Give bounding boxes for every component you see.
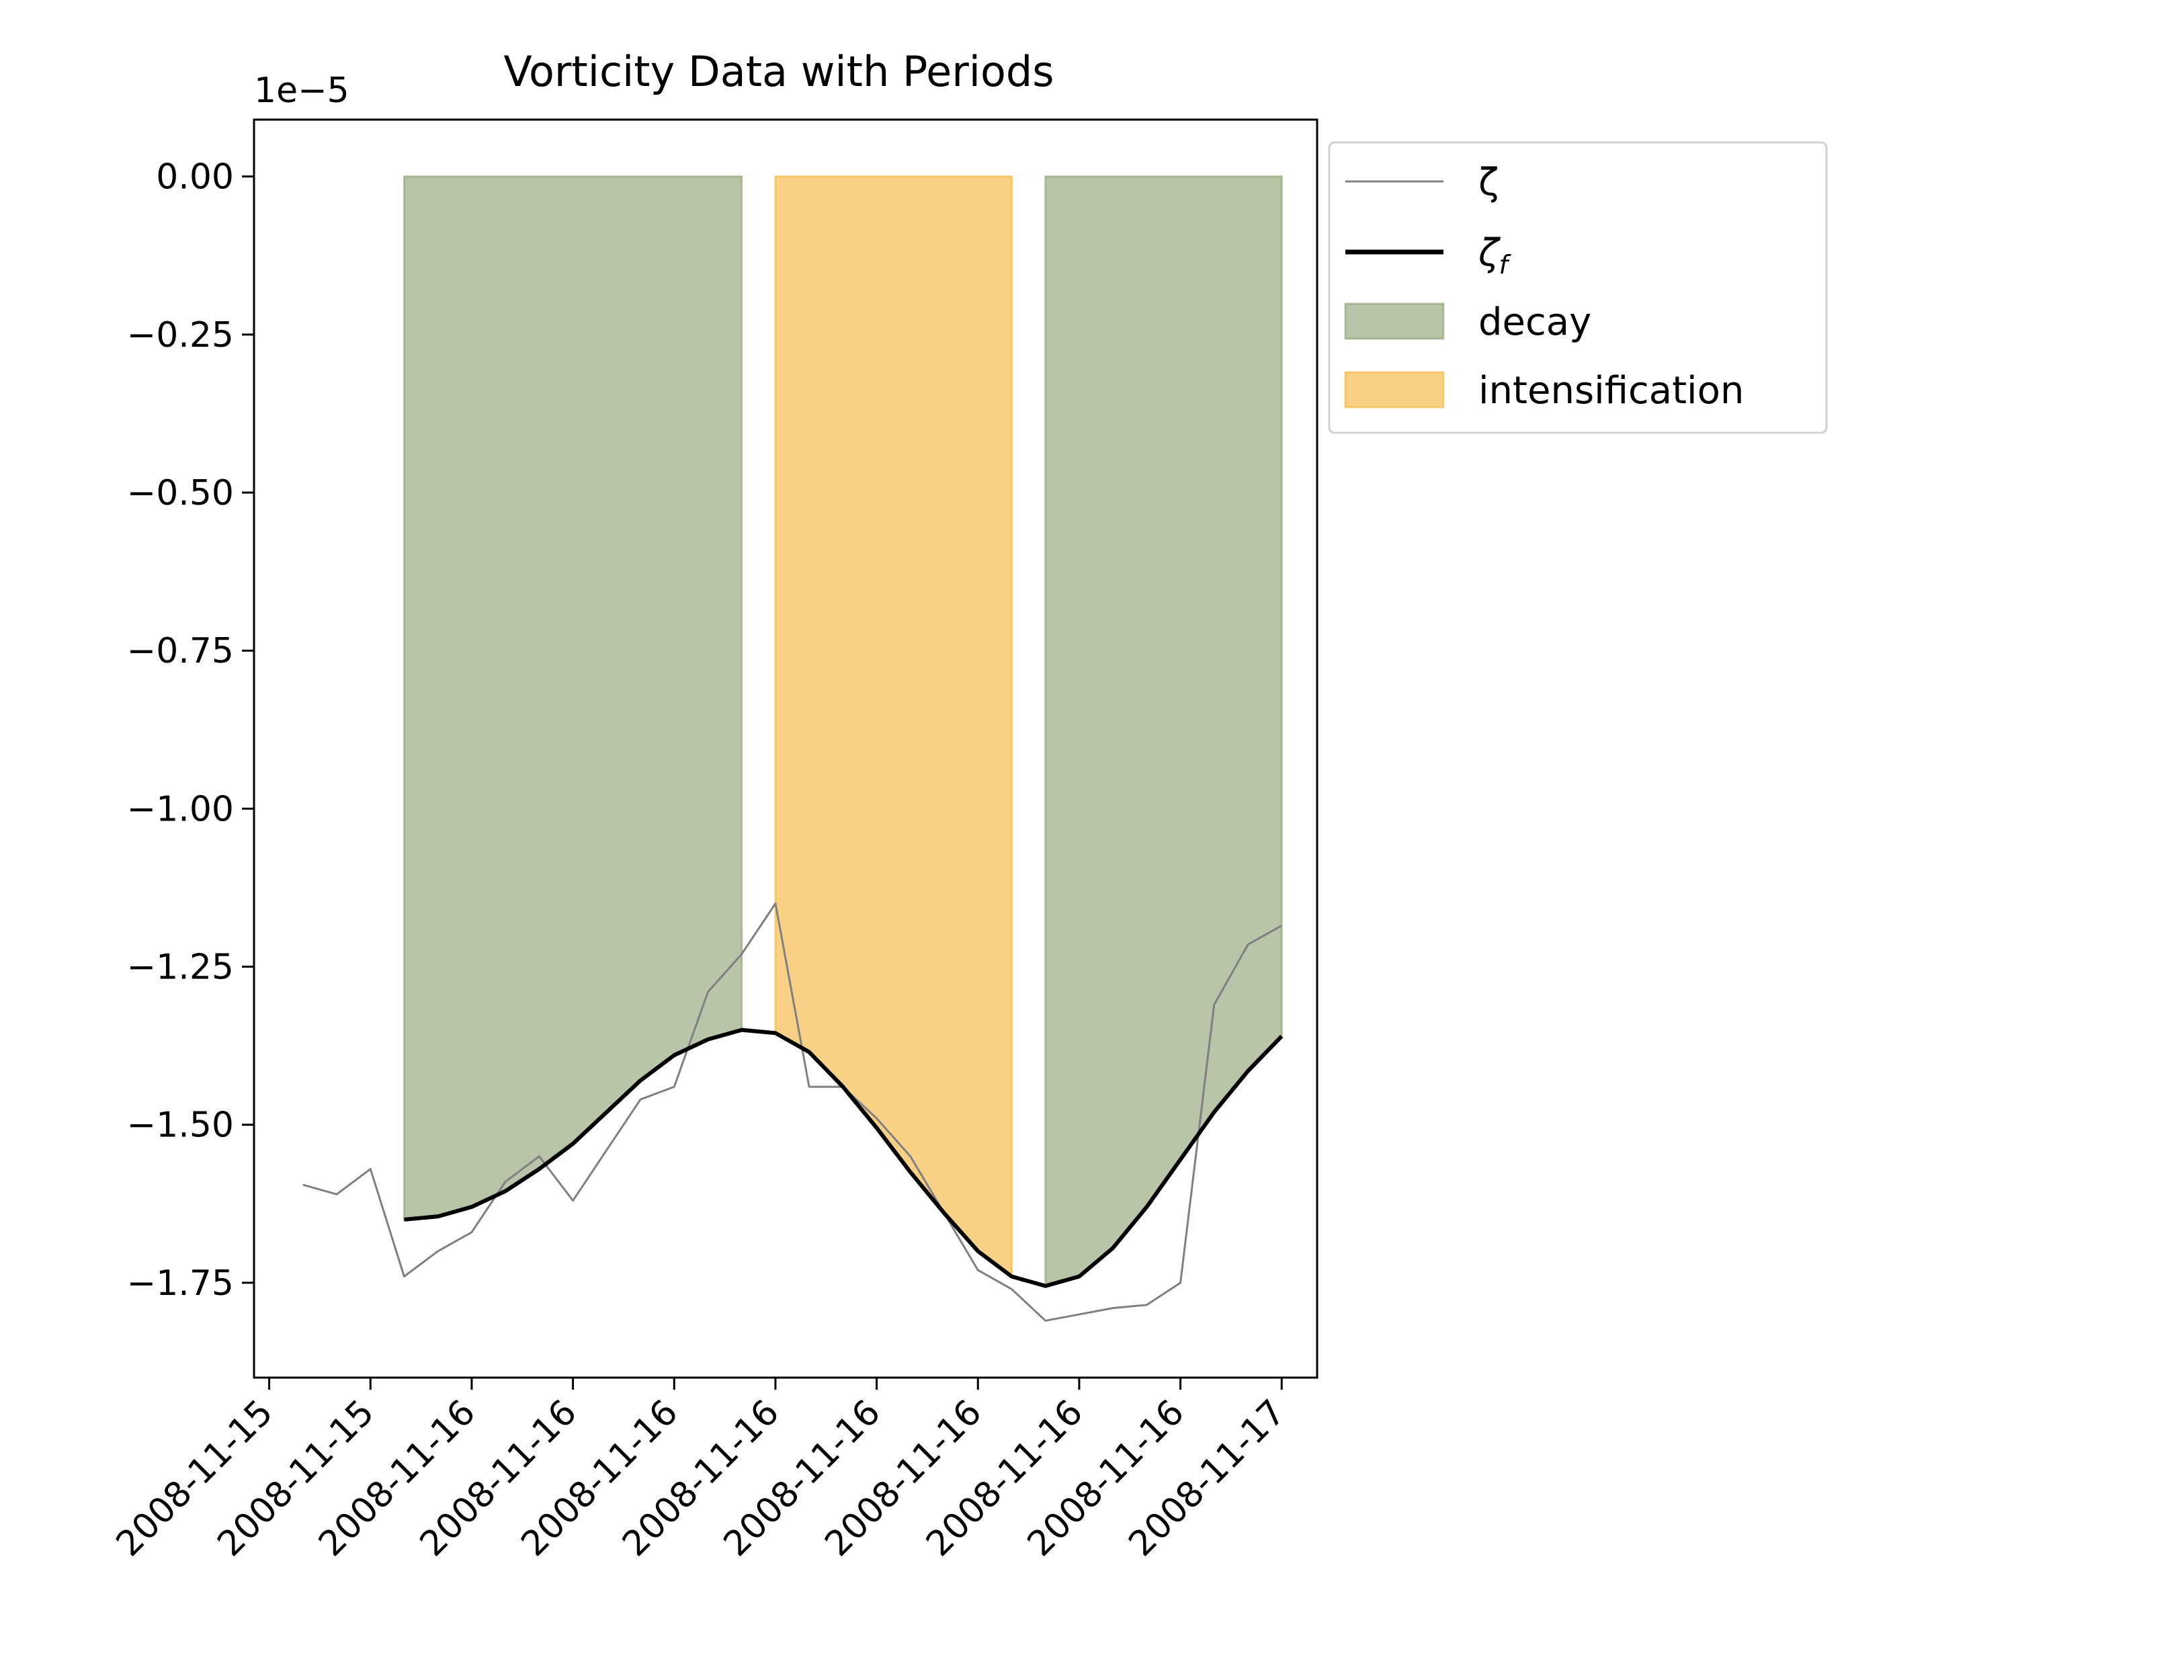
y-tick-label: −0.25 — [127, 315, 234, 355]
y-axis: 0.00 −0.25 −0.50 −0.75 −1.00 −1.25 −1.50 −1.75 — [127, 157, 254, 1304]
y-tick-label: −1.00 — [127, 789, 234, 829]
y-tick-label: −0.50 — [127, 473, 234, 513]
legend-label-2: decay — [1478, 300, 1591, 344]
legend-decay-swatch — [1345, 304, 1443, 339]
y-tick-label: −1.50 — [127, 1105, 234, 1146]
legend-label-3: intensification — [1478, 369, 1744, 413]
y-tick-label: −1.75 — [127, 1263, 234, 1304]
period-intensification-1 — [775, 177, 1012, 1277]
chart-title: Vorticity Data with Periods — [503, 47, 1054, 96]
y-offset-label: 1e−5 — [254, 71, 349, 111]
x-axis: 2008-11-152008-11-152008-11-162008-11-16… — [109, 1378, 1294, 1564]
y-tick-label: −1.25 — [127, 948, 234, 988]
period-decay-0 — [404, 177, 741, 1220]
period-decay-2 — [1046, 177, 1282, 1286]
y-tick-label: 0.00 — [156, 157, 234, 198]
y-tick-label: −0.75 — [127, 631, 234, 671]
legend-label-base: ζ — [1478, 231, 1501, 275]
legend-intensification-swatch — [1345, 372, 1443, 407]
periods-layer — [404, 177, 1282, 1286]
legend-label-0: ζ — [1478, 161, 1499, 204]
